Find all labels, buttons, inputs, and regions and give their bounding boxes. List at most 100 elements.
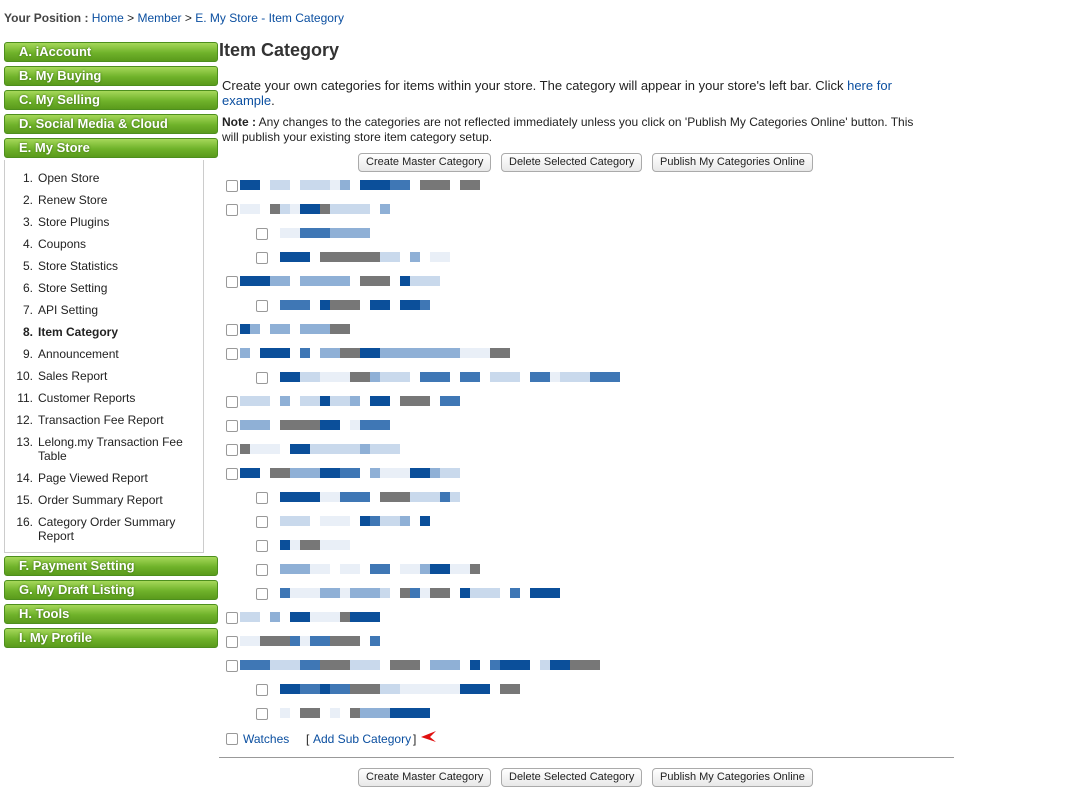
- menu-section[interactable]: A. iAccount: [4, 42, 218, 62]
- action-button[interactable]: Publish My Categories Online: [652, 768, 813, 787]
- redacted-text: [380, 348, 400, 358]
- menu-number: 15.: [16, 493, 33, 507]
- example-link[interactable]: here for example: [222, 78, 892, 108]
- menu-label[interactable]: Store Setting: [38, 281, 108, 295]
- menu-label[interactable]: Coupons: [38, 237, 87, 251]
- checkbox[interactable]: [256, 372, 268, 384]
- checkbox[interactable]: [256, 492, 268, 504]
- menu-label[interactable]: Store Statistics: [38, 259, 119, 273]
- redacted-text: [290, 612, 310, 622]
- checkbox[interactable]: [226, 636, 238, 648]
- redacted-text: [430, 252, 450, 262]
- checkbox[interactable]: [226, 396, 238, 408]
- checkbox[interactable]: [226, 204, 238, 216]
- menu-label[interactable]: Renew Store: [38, 193, 108, 207]
- redacted-text: [420, 564, 430, 574]
- menu-label[interactable]: Open Store: [38, 171, 100, 185]
- redacted-text: [280, 516, 310, 526]
- add-sub-category[interactable]: Add Sub Category: [313, 732, 412, 746]
- checkbox[interactable]: [226, 276, 238, 288]
- checkbox[interactable]: [256, 516, 268, 528]
- redacted-text: [530, 588, 560, 598]
- menu-label[interactable]: Category Order Summary Report: [38, 515, 176, 543]
- redacted-text: [270, 324, 290, 334]
- checkbox[interactable]: [226, 660, 238, 672]
- redacted-text: [390, 180, 410, 190]
- redacted-text: [240, 324, 250, 334]
- breadcrumb-link[interactable]: E. My Store - Item Category: [195, 11, 344, 25]
- checkbox[interactable]: [226, 348, 238, 360]
- redacted-text: [450, 468, 460, 478]
- checkbox[interactable]: [256, 300, 268, 312]
- menu-label[interactable]: Transaction Fee Report: [38, 413, 164, 427]
- action-button[interactable]: Create Master Category: [358, 153, 492, 172]
- checkbox[interactable]: [226, 733, 238, 745]
- menu-number: 10.: [16, 369, 33, 383]
- redacted-text: [400, 564, 420, 574]
- menu-section[interactable]: B. My Buying: [4, 66, 218, 86]
- redacted-text: [380, 372, 410, 382]
- menu-label[interactable]: Item Category: [38, 325, 119, 339]
- redacted-text: [320, 372, 350, 382]
- bracket: [: [306, 732, 310, 746]
- category-name[interactable]: Watches: [243, 732, 290, 746]
- redacted-text: [430, 588, 450, 598]
- action-button[interactable]: Create Master Category: [358, 768, 492, 787]
- checkbox[interactable]: [256, 588, 268, 600]
- menu-number: 14.: [16, 471, 33, 485]
- redacted-text: [290, 492, 310, 502]
- redacted-text: [320, 204, 330, 214]
- redacted-text: [350, 228, 370, 238]
- checkbox[interactable]: [226, 468, 238, 480]
- menu-label[interactable]: Announcement: [38, 347, 119, 361]
- redacted-text: [270, 468, 290, 478]
- redacted-text: [550, 372, 560, 382]
- checkbox[interactable]: [256, 228, 268, 240]
- menu-section[interactable]: F. Payment Setting: [4, 556, 218, 576]
- breadcrumb-link[interactable]: Member: [137, 11, 182, 25]
- action-button[interactable]: Delete Selected Category: [501, 153, 643, 172]
- redacted-text: [370, 444, 400, 454]
- redacted-text: [310, 564, 320, 574]
- breadcrumb-link[interactable]: Home: [91, 11, 124, 25]
- checkbox[interactable]: [226, 324, 238, 336]
- menu-number: 1.: [22, 171, 33, 185]
- redacted-text: [320, 252, 350, 262]
- menu-section[interactable]: I. My Profile: [4, 628, 218, 648]
- checkbox[interactable]: [226, 612, 238, 624]
- menu-section[interactable]: G. My Draft Listing: [4, 580, 218, 600]
- checkbox[interactable]: [256, 564, 268, 576]
- menu-section[interactable]: C. My Selling: [4, 90, 218, 110]
- redacted-text: [420, 180, 450, 190]
- redacted-text: [330, 228, 350, 238]
- redacted-text: [340, 444, 360, 454]
- menu-section[interactable]: D. Social Media & Cloud: [4, 114, 218, 134]
- redacted-text: [520, 660, 530, 670]
- menu-label[interactable]: Customer Reports: [38, 391, 136, 405]
- checkbox[interactable]: [256, 540, 268, 552]
- checkbox[interactable]: [226, 180, 238, 192]
- menu-label[interactable]: Lelong.my Transaction Fee Table: [38, 435, 183, 463]
- checkbox[interactable]: [226, 420, 238, 432]
- menu-label[interactable]: Store Plugins: [38, 215, 110, 229]
- menu-section[interactable]: H. Tools: [4, 604, 218, 624]
- redacted-text: [350, 612, 380, 622]
- separator: >: [127, 11, 135, 25]
- checkbox[interactable]: [256, 684, 268, 696]
- redacted-text: [300, 204, 320, 214]
- redacted-text: [490, 372, 520, 382]
- action-button[interactable]: Publish My Categories Online: [652, 153, 813, 172]
- action-button[interactable]: Delete Selected Category: [501, 768, 643, 787]
- menu-section[interactable]: E. My Store: [4, 138, 218, 158]
- checkbox[interactable]: [256, 708, 268, 720]
- note-text: Any changes to the categories are not re…: [222, 115, 914, 144]
- menu-label[interactable]: Page Viewed Report: [38, 471, 148, 485]
- redacted-text: [270, 276, 290, 286]
- menu-label[interactable]: Sales Report: [38, 369, 108, 383]
- checkbox[interactable]: [256, 252, 268, 264]
- menu-label[interactable]: API Setting: [38, 303, 99, 317]
- menu-label[interactable]: Order Summary Report: [38, 493, 163, 507]
- redacted-text: [410, 492, 440, 502]
- redacted-text: [300, 660, 320, 670]
- checkbox[interactable]: [226, 444, 238, 456]
